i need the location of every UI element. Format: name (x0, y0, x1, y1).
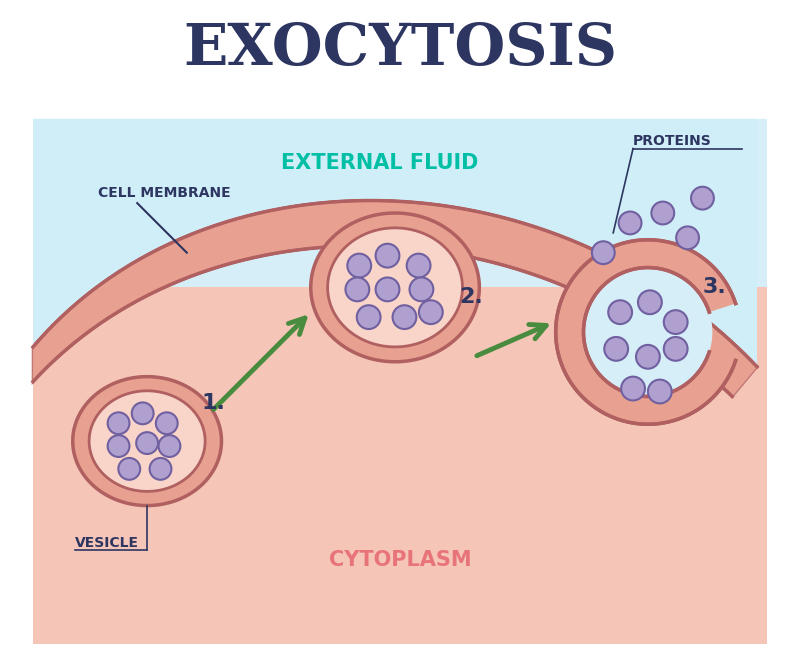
Circle shape (618, 211, 642, 234)
Polygon shape (33, 201, 757, 396)
Circle shape (648, 380, 672, 404)
Polygon shape (89, 391, 205, 492)
Circle shape (108, 412, 130, 434)
Circle shape (664, 310, 687, 334)
Text: PROTEINS: PROTEINS (633, 133, 712, 147)
Circle shape (419, 300, 442, 324)
Circle shape (118, 458, 140, 480)
Circle shape (604, 337, 628, 361)
Text: VESICLE: VESICLE (74, 536, 138, 550)
Polygon shape (3, 119, 797, 466)
Polygon shape (33, 119, 757, 367)
Circle shape (651, 201, 674, 224)
Circle shape (156, 412, 178, 434)
Circle shape (608, 300, 632, 324)
Circle shape (691, 187, 714, 209)
Polygon shape (33, 201, 757, 396)
Text: EXTERNAL FLUID: EXTERNAL FLUID (282, 153, 479, 173)
Circle shape (592, 241, 614, 264)
Circle shape (136, 432, 158, 454)
Circle shape (108, 435, 130, 457)
Polygon shape (767, 69, 797, 664)
Text: 1.: 1. (202, 394, 226, 414)
Polygon shape (583, 267, 712, 396)
Circle shape (393, 305, 416, 329)
Polygon shape (556, 240, 736, 424)
Polygon shape (328, 228, 462, 347)
Circle shape (676, 226, 699, 249)
Text: EXOCYTOSIS: EXOCYTOSIS (183, 21, 617, 77)
Circle shape (621, 377, 645, 400)
Circle shape (664, 337, 687, 361)
Text: CELL MEMBRANE: CELL MEMBRANE (98, 186, 230, 200)
Polygon shape (73, 377, 222, 506)
Circle shape (376, 277, 399, 301)
Circle shape (406, 253, 430, 277)
Polygon shape (310, 213, 479, 362)
Circle shape (150, 458, 171, 480)
Circle shape (636, 345, 660, 369)
Text: CYTOPLASM: CYTOPLASM (329, 550, 471, 570)
Circle shape (346, 277, 370, 301)
Circle shape (158, 435, 180, 457)
Circle shape (357, 305, 381, 329)
Circle shape (376, 243, 399, 267)
Circle shape (638, 290, 662, 314)
Polygon shape (33, 287, 767, 644)
Circle shape (347, 253, 371, 277)
Circle shape (132, 402, 154, 424)
Text: 2.: 2. (459, 287, 483, 307)
Circle shape (410, 277, 434, 301)
Text: 3.: 3. (702, 277, 726, 297)
Polygon shape (3, 69, 33, 664)
